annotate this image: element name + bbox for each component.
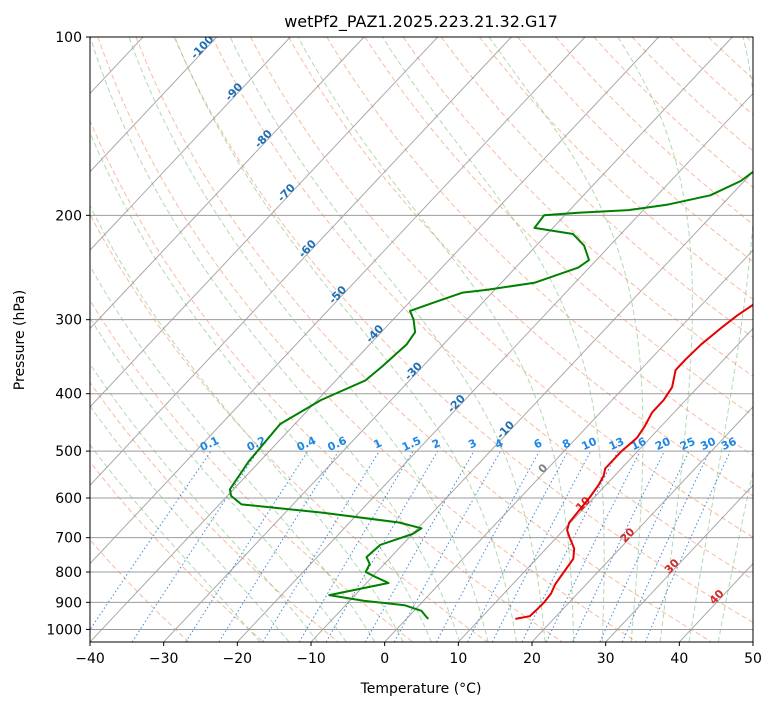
mixing-ratio-label: 25 <box>678 435 697 453</box>
mixing-ratio-line <box>90 450 212 631</box>
chart-title: wetPf2_PAZ1.2025.223.21.32.G17 <box>284 12 558 32</box>
dry-adiabat <box>402 37 753 377</box>
isotherm <box>236 92 753 642</box>
moist-adiabat <box>229 37 546 642</box>
isotherm <box>163 37 733 642</box>
plot-area-background <box>90 37 753 642</box>
dry-adiabat <box>90 213 488 642</box>
moist-adiabat <box>90 363 319 642</box>
isotherm <box>90 37 439 408</box>
dry-adiabat <box>173 37 753 624</box>
isotherm <box>457 327 753 642</box>
x-tick-label: −30 <box>149 651 179 667</box>
y-tick-label: 100 <box>55 30 82 46</box>
moist-adiabat <box>128 37 489 642</box>
mixing-ratio-line <box>393 450 502 642</box>
dry-adiabat <box>90 299 414 642</box>
mixing-ratio-line <box>185 450 309 642</box>
mixing-ratio-line <box>545 450 641 642</box>
isotherm <box>90 37 586 565</box>
dry-adiabat <box>288 37 753 497</box>
isotherm <box>90 37 660 642</box>
grid-lines <box>90 37 753 642</box>
y-tick-label: 1000 <box>46 622 82 638</box>
y-tick-label: 800 <box>55 565 82 581</box>
dry-adiabat <box>631 37 753 152</box>
x-tick-label: −20 <box>223 651 253 667</box>
mixing-ratio-line <box>435 450 540 642</box>
dry-adiabat <box>364 37 753 417</box>
x-tick-label: 40 <box>670 651 688 667</box>
moist-adiabat <box>90 204 404 642</box>
y-axis: 100 200 300 400 500 600 700 800 900 1000 <box>46 30 90 638</box>
mixing-ratio-line <box>621 450 711 642</box>
dry-adiabat <box>90 538 190 642</box>
moist-adiabat <box>488 37 644 642</box>
dry-adiabat <box>97 37 638 642</box>
isotherm <box>605 484 753 642</box>
moist-adiabat <box>90 317 347 642</box>
mixing-ratio-line <box>521 450 619 642</box>
dry-adiabat <box>326 37 753 457</box>
mixing-ratio-line <box>262 450 380 642</box>
y-tick-label: 700 <box>55 531 82 547</box>
isotherm <box>90 37 512 486</box>
moist-adiabat <box>174 37 517 642</box>
moist-adiabat <box>297 37 575 642</box>
moist-adiabat <box>90 37 461 642</box>
y-tick-label: 900 <box>55 595 82 611</box>
y-tick-label: 300 <box>55 313 82 329</box>
mixing-ratio-label: 10 <box>580 435 600 453</box>
x-tick-label: 50 <box>744 651 762 667</box>
isotherm <box>531 406 753 642</box>
series-lines <box>228 170 753 620</box>
x-axis-label: Temperature (°C) <box>360 681 482 697</box>
dry-adiabat <box>440 37 753 339</box>
moist-adiabat <box>90 265 376 642</box>
isotherm <box>310 171 753 642</box>
mixing-ratio-label: 36 <box>719 435 739 453</box>
y-axis-label: Pressure (hPa) <box>12 290 28 390</box>
moist-adiabat <box>382 37 605 642</box>
x-tick-label: 10 <box>449 651 467 667</box>
dry-adiabat <box>135 37 712 642</box>
isotherm <box>90 37 365 330</box>
moist-adiabat <box>717 468 753 642</box>
moist-adiabat <box>617 37 693 642</box>
x-tick-label: 30 <box>597 651 615 667</box>
dewpoint-profile-line <box>228 170 753 620</box>
isotherm <box>90 37 218 173</box>
x-tick-label: −40 <box>75 651 105 667</box>
x-axis: −40 −30 −20 −10 0 10 20 30 40 50 <box>75 642 762 667</box>
isotherm <box>90 37 291 251</box>
isotherm <box>384 249 753 642</box>
dry-adiabat <box>90 381 339 642</box>
y-tick-label: 600 <box>55 491 82 507</box>
dry-adiabat <box>555 37 753 225</box>
dry-adiabat <box>90 119 563 642</box>
x-tick-label: 0 <box>380 651 389 667</box>
y-tick-label: 500 <box>55 444 82 460</box>
y-tick-label: 200 <box>55 208 82 224</box>
moist-adiabat <box>688 37 753 642</box>
x-tick-label: −10 <box>296 651 326 667</box>
dry-adiabat <box>211 37 753 581</box>
y-tick-label: 400 <box>55 387 82 403</box>
plot-frame <box>89 36 754 643</box>
mixing-ratio-label: 13 <box>607 435 626 453</box>
moist-adiabat <box>90 444 261 642</box>
temperature-profile-line <box>515 303 753 620</box>
mixing-ratio-label: 30 <box>698 435 718 453</box>
dry-adiabat <box>517 37 753 263</box>
dry-adiabat <box>90 460 264 642</box>
dry-adiabat <box>250 37 753 538</box>
x-tick-label: 20 <box>523 651 541 667</box>
mixing-ratio-label: 20 <box>653 435 673 453</box>
